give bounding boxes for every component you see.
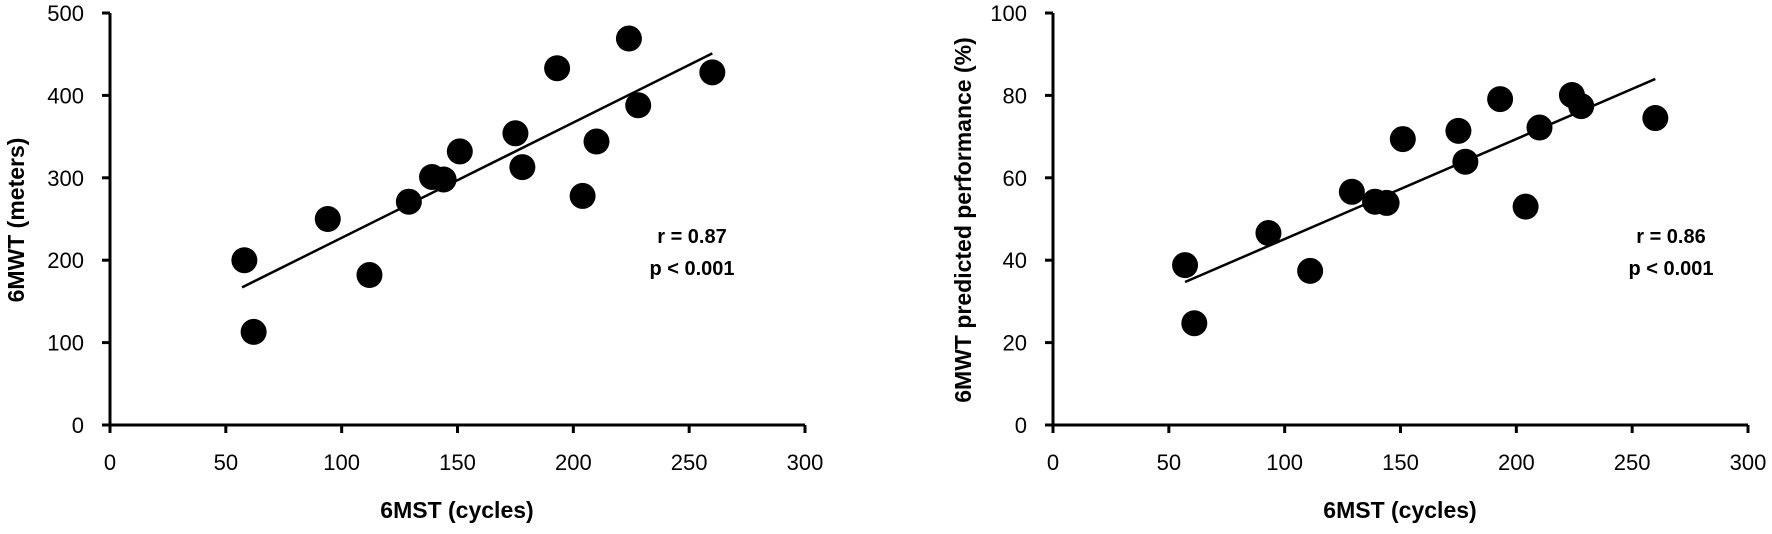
data-point xyxy=(699,59,726,86)
data-point xyxy=(231,247,258,274)
x-tick-label: 200 xyxy=(1498,450,1535,475)
panel-6mwt-meters: 0 100 200 300 400 500 0 50 100 150 200 250 300 r = 0… xyxy=(3,1,823,523)
x-tick-label: 150 xyxy=(1382,450,1419,475)
x-tick-label: 200 xyxy=(555,450,592,475)
plot-area: 0 100 200 300 400 500 0 50 100 150 200 250 300 xyxy=(47,1,823,475)
y-tick-label: 400 xyxy=(47,83,84,108)
x-tick-label: 150 xyxy=(439,450,476,475)
y-tick-label: 100 xyxy=(47,331,84,356)
x-tick-label: 0 xyxy=(104,450,116,475)
data-point xyxy=(1297,257,1324,284)
plot-area: 0 20 40 60 80 100 0 50 100 150 200 250 300 xyxy=(990,1,1766,475)
data-point xyxy=(240,318,267,345)
y-tick-label: 200 xyxy=(47,248,84,273)
y-tick-label: 80 xyxy=(1003,83,1027,108)
x-tick-label: 100 xyxy=(323,450,360,475)
y-tick-label: 500 xyxy=(47,1,84,26)
data-point xyxy=(1568,93,1595,120)
data-point xyxy=(569,182,596,209)
data-point xyxy=(1338,178,1365,205)
data-point xyxy=(1445,117,1472,144)
p-value-label: p < 0.001 xyxy=(1628,258,1713,280)
data-point xyxy=(1181,310,1208,337)
y-axis-title: 6MWT predicted performance (%) xyxy=(950,37,976,403)
correlation-r-label: r = 0.87 xyxy=(657,226,727,248)
x-tick-label: 300 xyxy=(1730,450,1767,475)
y-tick-label: 20 xyxy=(1003,331,1027,356)
x-tick-label: 100 xyxy=(1266,450,1303,475)
data-point xyxy=(446,138,473,165)
x-axis-title: 6MST (cycles) xyxy=(1323,497,1476,523)
data-point xyxy=(1487,86,1514,113)
data-point xyxy=(1642,105,1669,132)
data-point xyxy=(1526,114,1553,141)
y-tick-label: 100 xyxy=(990,1,1027,26)
data-point xyxy=(356,262,383,289)
x-axis-title: 6MST (cycles) xyxy=(380,497,533,523)
data-point xyxy=(1512,193,1539,220)
x-tick-label: 250 xyxy=(671,450,708,475)
x-tick-label: 50 xyxy=(214,450,238,475)
y-tick-label: 0 xyxy=(72,413,84,438)
y-tick-label: 60 xyxy=(1003,166,1027,191)
x-tick-label: 300 xyxy=(787,450,824,475)
data-point xyxy=(583,128,610,155)
correlation-r-label: r = 0.86 xyxy=(1636,226,1706,248)
data-point xyxy=(1255,220,1282,247)
data-point xyxy=(395,188,422,215)
data-point xyxy=(1373,189,1400,216)
y-tick-label: 40 xyxy=(1003,248,1027,273)
x-tick-label: 0 xyxy=(1047,450,1059,475)
y-tick-label: 300 xyxy=(47,166,84,191)
x-tick-label: 250 xyxy=(1614,450,1651,475)
y-axis-title: 6MWT (meters) xyxy=(3,138,29,303)
data-point xyxy=(1389,126,1416,153)
data-point xyxy=(314,206,341,232)
regression-line xyxy=(241,52,713,289)
data-point xyxy=(615,25,642,52)
data-point xyxy=(430,166,457,193)
data-point xyxy=(625,92,652,119)
y-tick-label: 0 xyxy=(1015,413,1027,438)
data-point xyxy=(1172,252,1199,279)
data-point xyxy=(544,55,571,82)
data-point xyxy=(509,154,536,181)
data-point xyxy=(502,120,529,147)
data-point xyxy=(1452,148,1479,175)
p-value-label: p < 0.001 xyxy=(649,258,734,280)
x-tick-label: 50 xyxy=(1157,450,1181,475)
